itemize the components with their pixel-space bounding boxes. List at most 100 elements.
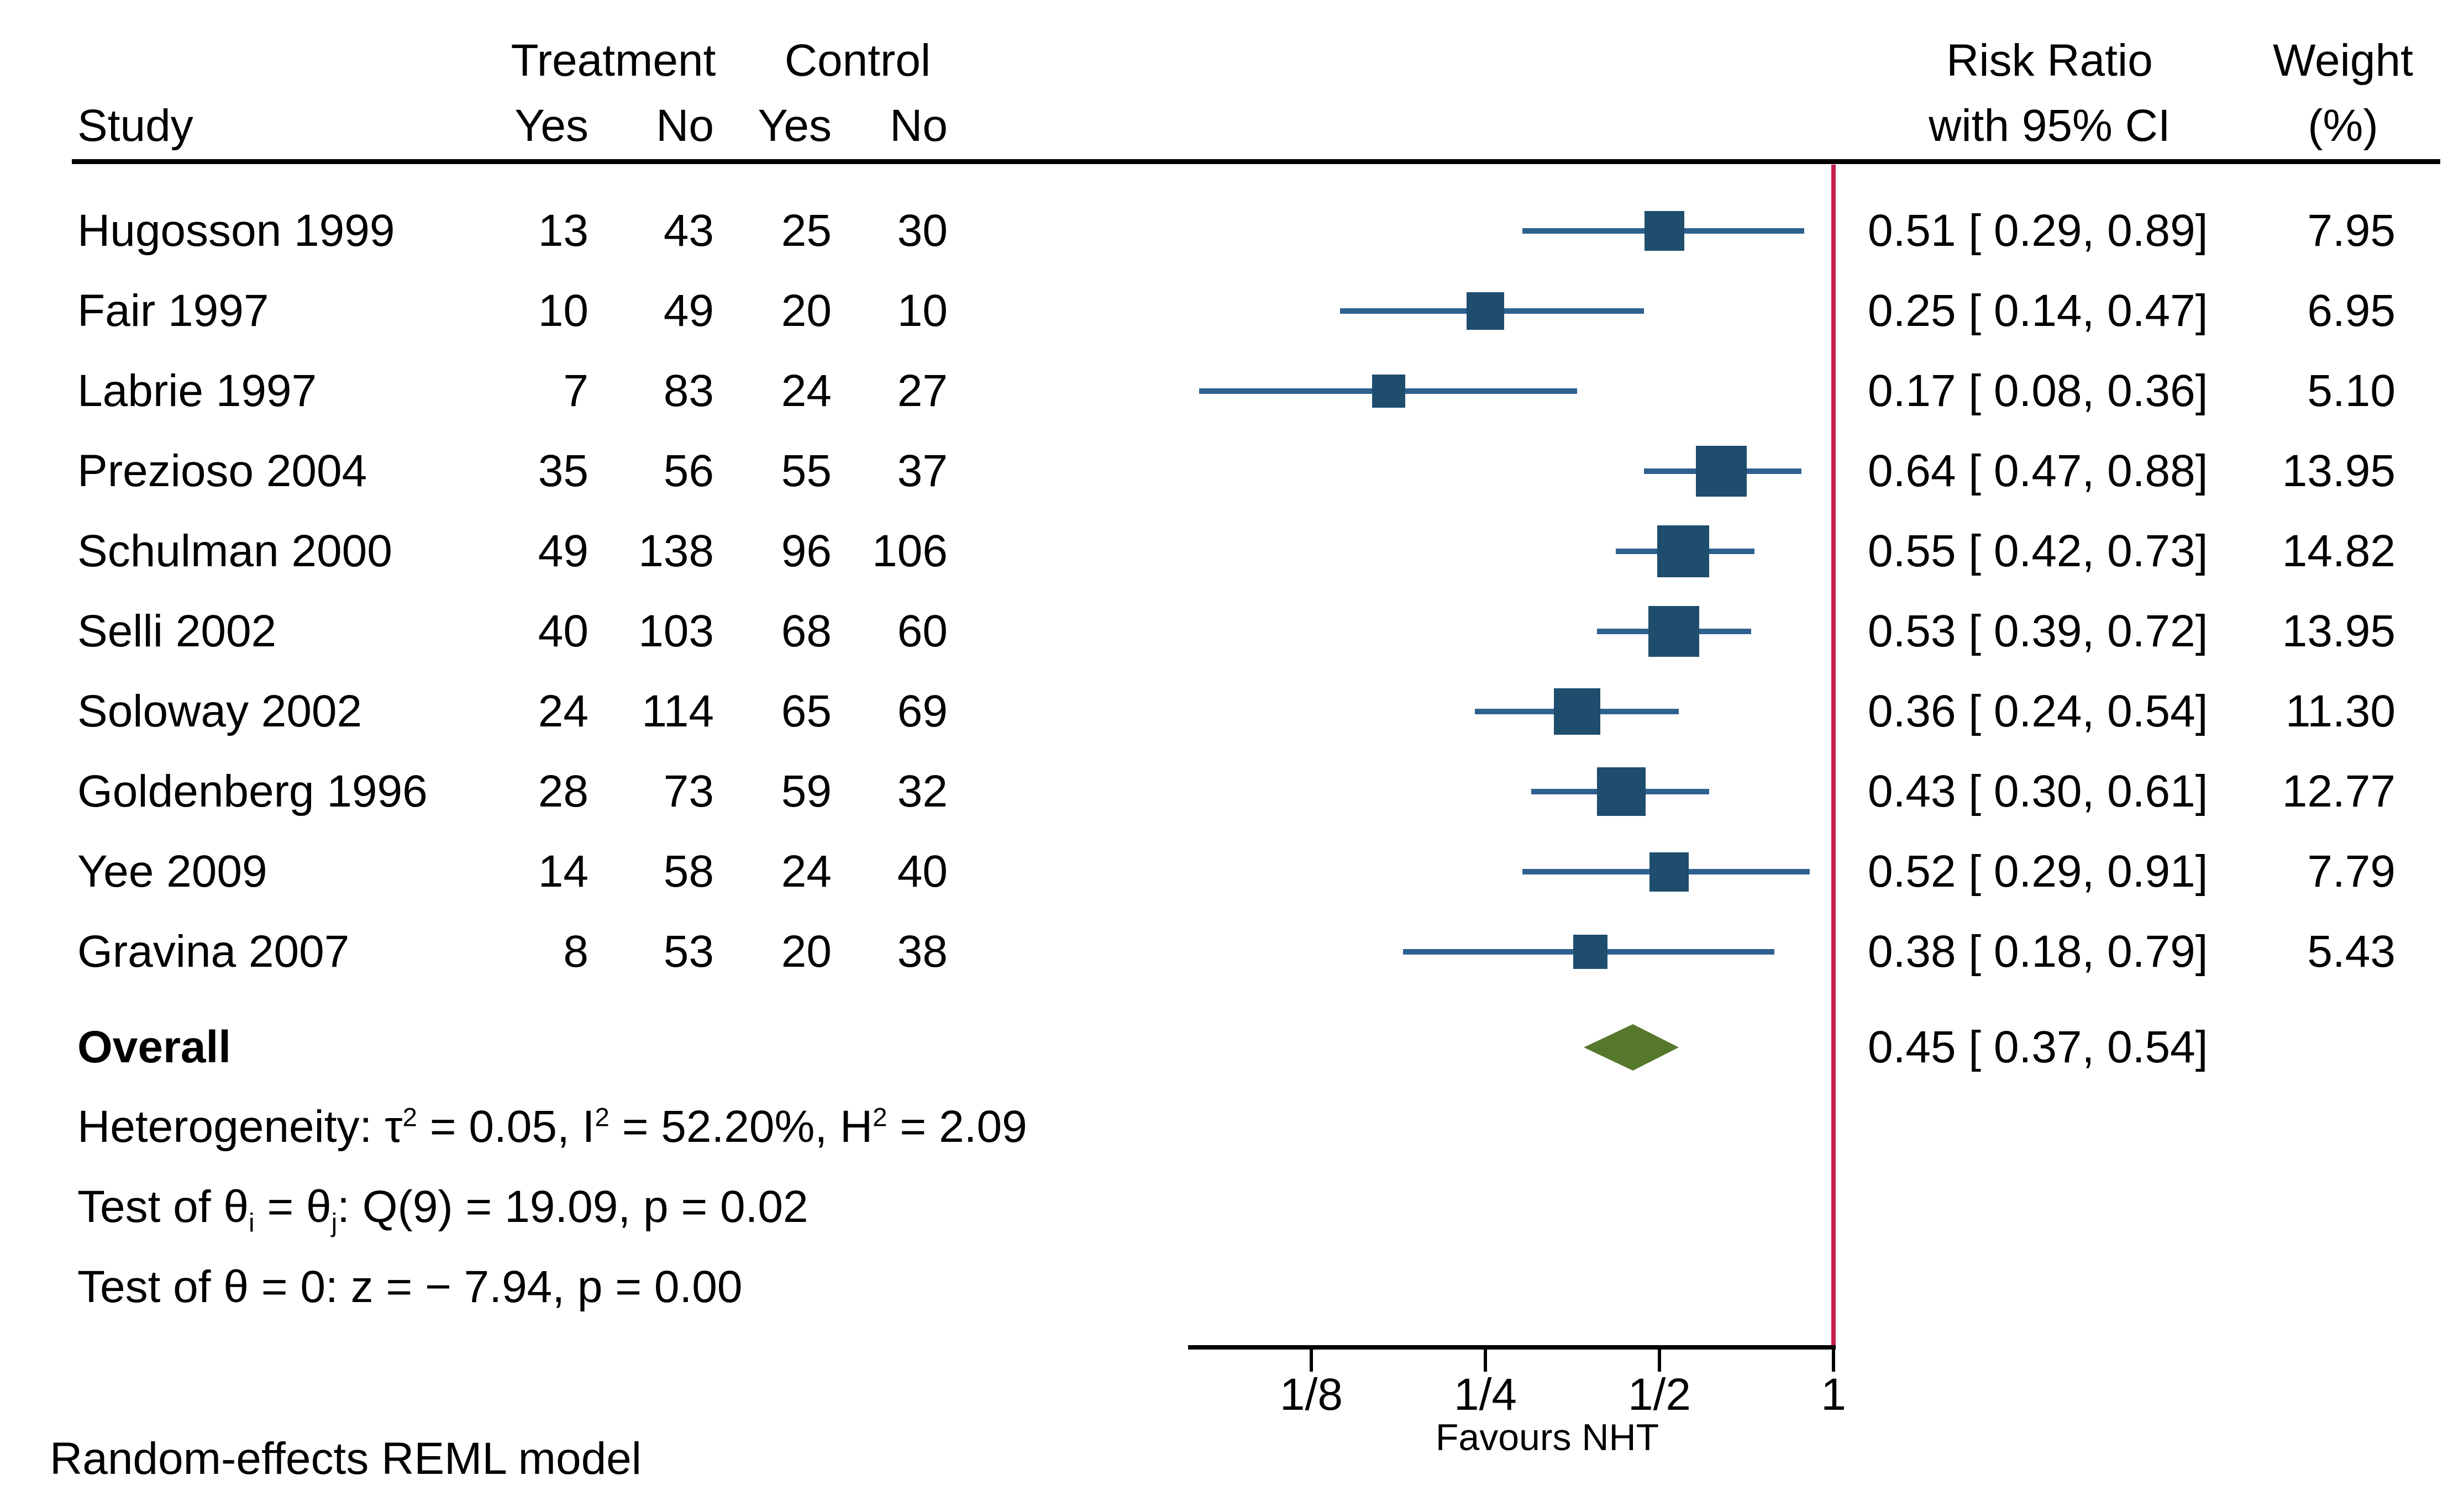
treatment-yes-value: 10: [538, 286, 589, 336]
control-no-value: 10: [897, 286, 948, 336]
x-axis-tick-label: 1: [1821, 1369, 1846, 1420]
study-point-estimate-marker: [1696, 446, 1747, 497]
control-group-header: Control: [784, 35, 931, 86]
risk-ratio-ci-text: 0.51 [ 0.29, 0.89]: [1868, 205, 2208, 256]
study-point-estimate-marker: [1553, 688, 1600, 735]
study-point-estimate-marker: [1644, 211, 1684, 251]
risk-ratio-ci-text: 0.38 [ 0.18, 0.79]: [1868, 926, 2208, 977]
control-yes-value: 65: [781, 686, 832, 736]
weight-value: 11.30: [2285, 686, 2395, 736]
treatment-no-value: 73: [663, 766, 714, 816]
treatment-no-value: 83: [663, 366, 714, 416]
control-yes-value: 25: [781, 205, 832, 256]
treatment-yes-value: 40: [538, 606, 589, 656]
x-axis-tick: [1832, 1345, 1835, 1372]
study-label: Prezioso 2004: [77, 446, 367, 496]
study-point-estimate-marker: [1649, 852, 1689, 892]
treatment-no-value: 138: [638, 526, 714, 576]
x-axis-tick-label: 1/4: [1454, 1369, 1517, 1420]
weight-value: 13.95: [2282, 446, 2395, 496]
study-label: Yee 2009: [77, 846, 267, 897]
treatment-no-value: 114: [642, 686, 714, 736]
control-yes-value: 24: [781, 366, 832, 416]
study-point-estimate-marker: [1648, 606, 1700, 657]
control-yes-value: 59: [781, 766, 832, 816]
weight-value: 5.10: [2307, 366, 2395, 416]
treatment-no-value: 103: [638, 606, 714, 656]
study-point-estimate-marker: [1467, 292, 1504, 330]
study-label: Gravina 2007: [77, 926, 350, 977]
weight-value: 14.82: [2282, 526, 2395, 576]
weight-value: 7.79: [2307, 846, 2395, 897]
model-note: Random-effects REML model: [50, 1434, 642, 1484]
x-axis-line: [1188, 1345, 1836, 1350]
control-no-value: 38: [897, 926, 948, 977]
weight-value: 13.95: [2282, 606, 2395, 656]
treatment-no-value: 53: [663, 926, 714, 977]
treatment-no-value: 58: [663, 846, 714, 897]
treatment-no-header: No: [656, 101, 714, 151]
control-yes-value: 96: [781, 526, 832, 576]
treatment-yes-value: 24: [538, 686, 589, 736]
control-no-value: 32: [897, 766, 948, 816]
control-yes-value: 68: [781, 606, 832, 656]
risk-ratio-header-line2: with 95% CI: [1929, 101, 2171, 151]
risk-ratio-ci-text: 0.53 [ 0.39, 0.72]: [1868, 606, 2208, 656]
control-no-value: 27: [897, 366, 948, 416]
heterogeneity-stats: Heterogeneity: τ2 = 0.05, I2 = 52.20%, H…: [77, 1102, 1027, 1152]
x-axis-tick-label: 1/2: [1628, 1369, 1691, 1420]
weight-value: 6.95: [2307, 286, 2395, 336]
risk-ratio-ci-text: 0.52 [ 0.29, 0.91]: [1868, 846, 2208, 897]
risk-ratio-ci-text: 0.25 [ 0.14, 0.47]: [1868, 286, 2208, 336]
weight-value: 5.43: [2307, 926, 2395, 977]
x-axis-tick-label: 1/8: [1280, 1369, 1343, 1420]
control-yes-value: 20: [781, 286, 832, 336]
risk-ratio-ci-text: 0.36 [ 0.24, 0.54]: [1868, 686, 2208, 736]
treatment-no-value: 43: [663, 205, 714, 256]
study-point-estimate-marker: [1597, 767, 1646, 816]
control-yes-value: 24: [781, 846, 832, 897]
study-label: Soloway 2002: [77, 686, 362, 736]
study-column-header: Study: [77, 101, 193, 151]
risk-ratio-header-line1: Risk Ratio: [1946, 35, 2153, 86]
x-axis-tick: [1658, 1345, 1661, 1372]
study-point-estimate-marker: [1573, 935, 1608, 969]
risk-ratio-ci-text: 0.17 [ 0.08, 0.36]: [1868, 366, 2208, 416]
risk-ratio-ci-text: 0.64 [ 0.47, 0.88]: [1868, 446, 2208, 496]
treatment-no-value: 56: [663, 446, 714, 496]
control-no-value: 30: [897, 205, 948, 256]
risk-ratio-ci-text: 0.43 [ 0.30, 0.61]: [1868, 766, 2208, 816]
overall-estimate-text: 0.45 [ 0.37, 0.54]: [1868, 1022, 2208, 1072]
weight-header-line1: Weight: [2273, 35, 2413, 86]
control-no-value: 106: [872, 526, 948, 576]
test-theta-equality: Test of θi = θj: Q(9) = 19.09, p = 0.02: [77, 1182, 808, 1238]
study-label: Goldenberg 1996: [77, 766, 428, 816]
treatment-no-value: 49: [663, 286, 714, 336]
treatment-yes-value: 28: [538, 766, 589, 816]
control-no-value: 37: [897, 446, 948, 496]
risk-ratio-ci-text: 0.55 [ 0.42, 0.73]: [1868, 526, 2208, 576]
overall-label: Overall: [77, 1022, 232, 1072]
study-label: Labrie 1997: [77, 366, 317, 416]
study-label: Hugosson 1999: [77, 205, 395, 256]
test-theta-zero: Test of θ = 0: z = − 7.94, p = 0.00: [77, 1262, 743, 1312]
weight-value: 12.77: [2282, 766, 2395, 816]
treatment-yes-value: 49: [538, 526, 589, 576]
treatment-yes-value: 8: [563, 926, 589, 977]
study-point-estimate-marker: [1657, 525, 1710, 577]
header-rule: [72, 159, 2440, 164]
x-axis-favours-label: Favours NHT: [1435, 1416, 1659, 1458]
weight-value: 7.95: [2307, 205, 2395, 256]
treatment-yes-header: Yes: [514, 101, 589, 151]
control-yes-header: Yes: [758, 101, 832, 151]
control-yes-value: 20: [781, 926, 832, 977]
overall-diamond-marker: [1584, 1024, 1679, 1071]
control-no-value: 40: [897, 846, 948, 897]
control-no-header: No: [890, 101, 948, 151]
control-yes-value: 55: [781, 446, 832, 496]
x-axis-tick: [1484, 1345, 1487, 1372]
treatment-yes-value: 7: [563, 366, 589, 416]
study-label: Selli 2002: [77, 606, 277, 656]
x-axis-tick: [1310, 1345, 1313, 1372]
